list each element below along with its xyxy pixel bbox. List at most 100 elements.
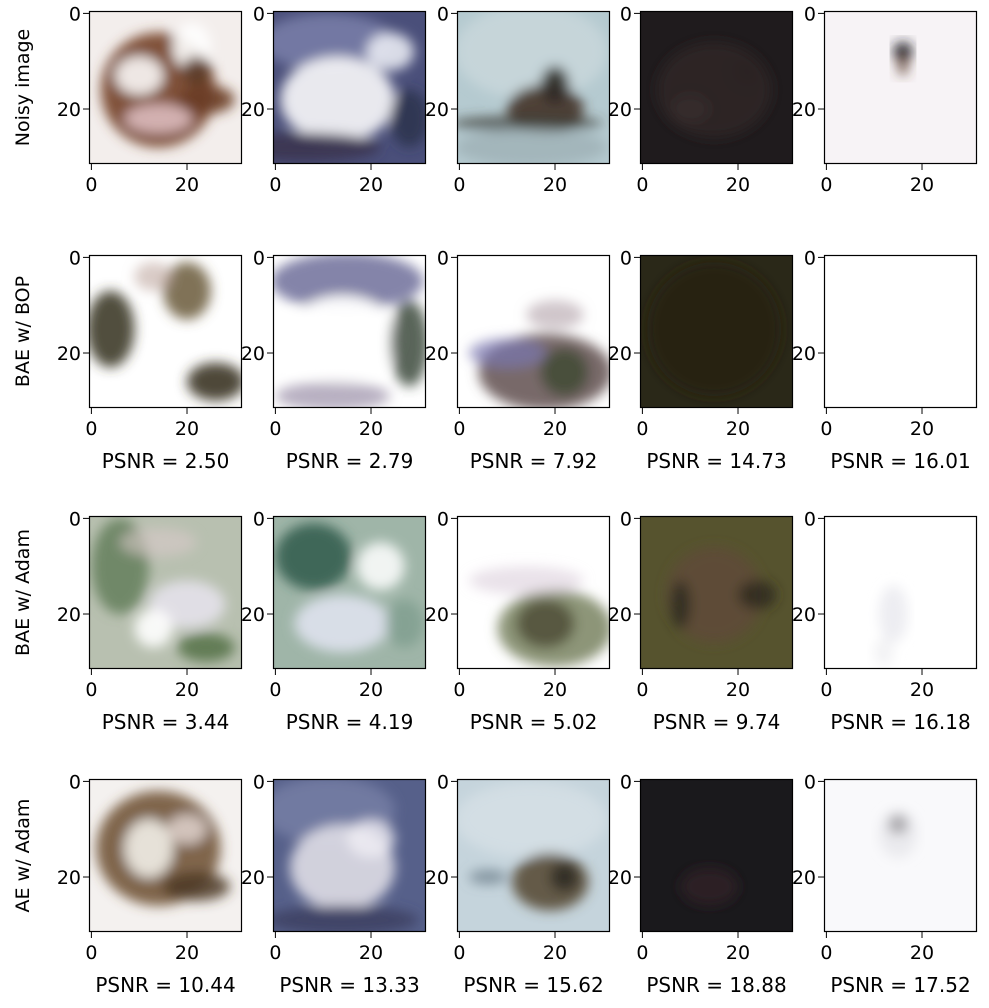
y-tick-label: 0: [620, 3, 632, 25]
subplot: 0 20 0 20 PSNR = 2.79: [241, 247, 427, 473]
image-blobs: [273, 255, 426, 408]
y-tick-label: 20: [241, 867, 265, 889]
subplot: 0 20 0 20: [608, 3, 794, 196]
axes-frame: [88, 778, 243, 933]
x-tick-label: 0: [820, 679, 832, 701]
axes-frame: [88, 254, 243, 409]
axes-frame: [456, 515, 611, 670]
x-tick-label: 0: [636, 174, 648, 196]
y-tick-label: 20: [241, 604, 265, 626]
image-blob: [671, 580, 691, 629]
image-blob: [284, 295, 400, 382]
psnr-label: PSNR = 2.50: [102, 449, 230, 473]
image-blob: [457, 11, 608, 100]
y-tick-label: 20: [241, 343, 265, 365]
x-tick-label: 20: [910, 679, 934, 701]
axes-frame: [272, 778, 427, 933]
axes-frame: [823, 254, 978, 409]
image-blob: [540, 348, 589, 397]
subplot: 0 20 0 20 PSNR = 16.01: [792, 247, 978, 473]
image-content: [457, 779, 610, 932]
x-tick-label: 0: [269, 418, 281, 440]
image-blob: [666, 547, 762, 643]
axes-frame: [272, 254, 427, 409]
subplot: 0 20 0 20 PSNR = 4.19: [241, 508, 427, 734]
image-blob: [878, 585, 908, 643]
image-blobs: [89, 262, 242, 401]
axes-frame: [639, 778, 794, 933]
image-blob: [177, 85, 235, 114]
psnr-label: PSNR = 16.01: [830, 449, 970, 473]
image-blobs: [647, 262, 782, 397]
subplot: 0 20 0 20: [241, 3, 427, 196]
image-blob: [898, 56, 908, 76]
x-tick-label: 20: [359, 679, 383, 701]
y-tick-label: 0: [69, 508, 81, 530]
y-tick-label: 0: [804, 508, 816, 530]
image-background: [640, 779, 793, 932]
image-blobs: [457, 11, 608, 164]
y-tick-label: 20: [425, 604, 449, 626]
image-blob: [671, 94, 710, 124]
subplot: 0 20 0 20 PSNR = 13.33: [241, 771, 427, 997]
image-blob: [540, 65, 570, 105]
subplot: 0 20 0 20 PSNR = 9.74: [608, 508, 794, 734]
y-tick-label: 20: [792, 604, 816, 626]
y-tick-label: 0: [804, 247, 816, 269]
image-blob: [275, 523, 352, 591]
psnr-label: PSNR = 17.52: [830, 973, 970, 997]
image-blob: [738, 580, 777, 610]
image-blob: [134, 609, 173, 648]
image-blobs: [893, 42, 913, 76]
x-tick-label: 20: [726, 418, 750, 440]
x-tick-label: 0: [636, 679, 648, 701]
x-tick-label: 0: [453, 679, 465, 701]
image-content: [273, 779, 426, 932]
x-tick-label: 20: [910, 174, 934, 196]
x-tick-label: 20: [543, 418, 567, 440]
subplot: 0 20 0 20 PSNR = 15.62: [425, 771, 611, 997]
y-tick-label: 20: [425, 343, 449, 365]
psnr-label: PSNR = 2.79: [286, 449, 414, 473]
y-tick-label: 0: [437, 771, 449, 793]
axes-frame: [639, 254, 794, 409]
image-blobs: [457, 781, 608, 911]
subplot: 0 20 0 20 PSNR = 14.73: [608, 247, 794, 473]
subplot: 0 20 0 20 PSNR = 10.44: [57, 771, 243, 997]
image-blob: [120, 527, 197, 557]
image-content: [824, 779, 977, 932]
y-tick-label: 0: [69, 247, 81, 269]
x-tick-label: 20: [359, 418, 383, 440]
image-blob: [177, 633, 235, 662]
image-blob: [874, 637, 894, 667]
y-tick-label: 20: [57, 867, 81, 889]
y-tick-label: 20: [792, 867, 816, 889]
image-blob: [526, 300, 584, 330]
y-tick-label: 0: [253, 771, 265, 793]
image-blobs: [878, 810, 918, 858]
x-tick-label: 20: [543, 174, 567, 196]
axes-frame: [272, 10, 427, 165]
axes-frame: [456, 254, 611, 409]
image-blob: [347, 819, 395, 858]
subplot: 0 20 0 20 PSNR = 3.44: [57, 508, 243, 734]
image-blob: [163, 262, 211, 320]
y-tick-label: 0: [437, 508, 449, 530]
image-content: [457, 516, 610, 669]
x-tick-label: 20: [726, 174, 750, 196]
x-tick-label: 20: [910, 418, 934, 440]
image-blob: [366, 32, 415, 71]
image-content: [824, 11, 977, 164]
x-tick-label: 0: [85, 679, 97, 701]
x-tick-label: 0: [269, 942, 281, 964]
y-tick-label: 20: [241, 99, 265, 121]
y-tick-label: 20: [608, 867, 632, 889]
axes-frame: [88, 10, 243, 165]
image-blob: [89, 290, 135, 368]
y-tick-label: 0: [69, 3, 81, 25]
image-blob: [273, 132, 381, 162]
image-blobs: [100, 22, 235, 148]
image-blobs: [680, 867, 739, 906]
subplot: 0 20 0 20: [57, 3, 243, 196]
row-label: Noisy image: [12, 29, 34, 146]
